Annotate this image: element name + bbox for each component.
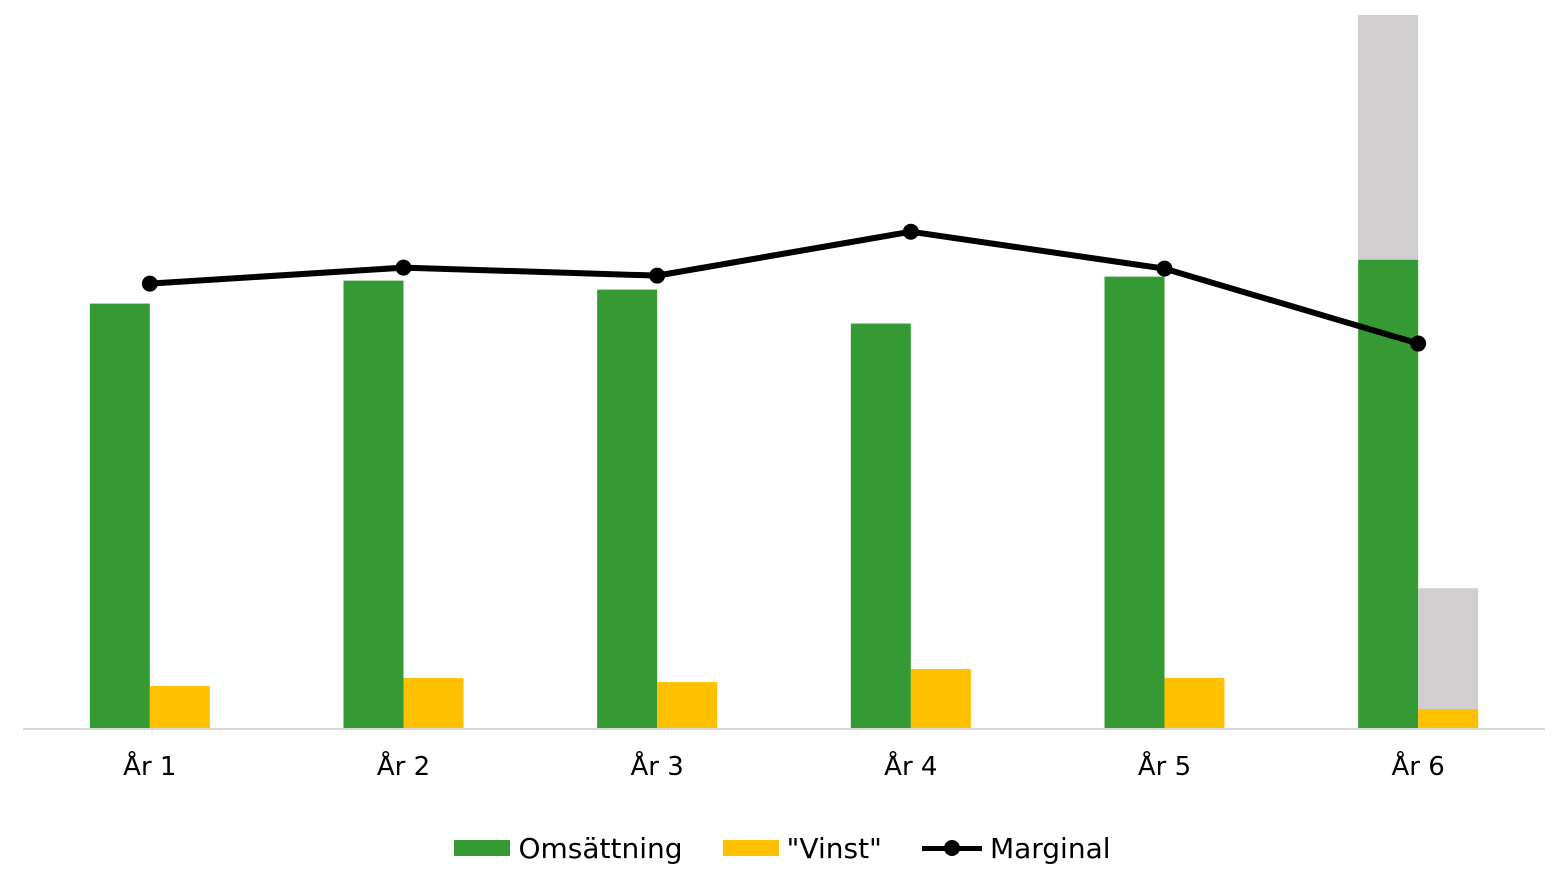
legend-label: Omsättning — [518, 831, 683, 865]
bar-vinst — [149, 686, 210, 728]
marginal-point — [141, 275, 158, 292]
legend-swatch-line-marker — [921, 838, 982, 858]
x-tick-label: År 2 — [377, 750, 430, 782]
x-tick-label: År 1 — [123, 750, 176, 782]
bar-forecast-extra — [1418, 588, 1479, 710]
x-tick-label: År 3 — [631, 750, 684, 782]
marginal-point — [649, 267, 666, 284]
marginal-line-layer — [141, 223, 1427, 352]
marginal-point — [395, 259, 412, 276]
legend-item-vinst: "Vinst" — [722, 831, 882, 865]
legend-swatch-green — [454, 840, 511, 856]
marginal-point — [1410, 335, 1427, 352]
x-tick-labels: År 1 År 2 År 3 År 4 År 5 År 6 — [123, 750, 1445, 782]
legend-item-omsattning: Omsättning — [454, 831, 683, 865]
bar-vinst — [403, 678, 464, 728]
legend-swatch-yellow — [722, 840, 779, 856]
bar-vinst — [657, 682, 718, 728]
bars-layer — [89, 14, 1479, 728]
bar-omsattning — [89, 303, 150, 728]
bar-vinst — [1164, 678, 1225, 728]
marginal-line — [149, 228, 1420, 347]
chart: År 1 År 2 År 3 År 4 År 5 År 6 — [23, 14, 1545, 782]
bar-omsattning — [343, 280, 404, 728]
legend-label: "Vinst" — [786, 831, 882, 865]
bar-vinst — [1418, 709, 1479, 728]
bar-omsattning — [597, 289, 658, 728]
x-tick-label: År 5 — [1138, 750, 1191, 782]
marginal-point — [1156, 260, 1173, 277]
legend-label: Marginal — [989, 831, 1111, 865]
legend-item-marginal: Marginal — [921, 831, 1111, 865]
x-tick-label: År 4 — [884, 750, 937, 782]
bar-omsattning — [1104, 276, 1165, 728]
x-tick-label: År 6 — [1392, 750, 1445, 782]
bar-omsattning — [850, 323, 911, 728]
legend: Omsättning "Vinst" Marginal — [0, 826, 1565, 870]
bar-vinst — [910, 669, 971, 728]
bar-forecast-extra — [1358, 14, 1419, 260]
marginal-point — [902, 223, 919, 240]
